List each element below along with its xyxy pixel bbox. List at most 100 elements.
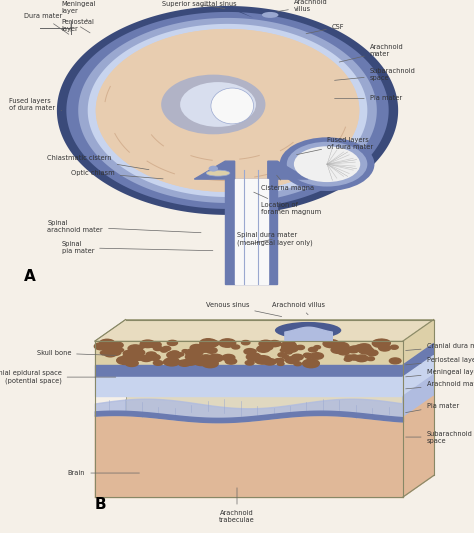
Polygon shape <box>403 375 434 418</box>
Circle shape <box>100 351 109 355</box>
Circle shape <box>283 355 289 358</box>
Text: Subarachnoid
space: Subarachnoid space <box>335 68 416 81</box>
Circle shape <box>364 348 373 353</box>
Circle shape <box>177 353 184 356</box>
Text: Brain: Brain <box>68 470 139 476</box>
Circle shape <box>250 350 256 353</box>
Circle shape <box>358 344 371 350</box>
Circle shape <box>219 339 236 348</box>
Circle shape <box>140 340 155 348</box>
Text: Superior sagittal sinus: Superior sagittal sinus <box>162 2 237 9</box>
Text: Cranial dura mater:: Cranial dura mater: <box>406 343 474 351</box>
Circle shape <box>259 340 273 347</box>
Circle shape <box>178 360 191 366</box>
Circle shape <box>333 343 349 350</box>
Text: Chiastmatic cistern: Chiastmatic cistern <box>47 155 149 169</box>
Circle shape <box>282 344 298 352</box>
Circle shape <box>162 346 171 351</box>
Text: A: A <box>24 269 36 284</box>
Circle shape <box>347 346 359 353</box>
Text: B: B <box>95 497 107 512</box>
Text: Spinal dura mater
(meningeal layer only): Spinal dura mater (meningeal layer only) <box>237 232 313 246</box>
Circle shape <box>182 350 188 353</box>
Text: CSF: CSF <box>306 24 344 34</box>
Circle shape <box>350 355 357 359</box>
Circle shape <box>355 355 368 362</box>
Circle shape <box>379 345 391 351</box>
Circle shape <box>358 346 374 354</box>
Circle shape <box>131 361 137 365</box>
Ellipse shape <box>206 170 230 176</box>
Polygon shape <box>96 29 359 192</box>
Circle shape <box>310 353 323 359</box>
Circle shape <box>161 349 167 352</box>
Circle shape <box>140 356 152 361</box>
Circle shape <box>164 358 180 366</box>
Circle shape <box>110 342 123 349</box>
Circle shape <box>148 354 160 360</box>
Text: Location of
foramen magnum: Location of foramen magnum <box>254 192 321 215</box>
Circle shape <box>390 345 398 349</box>
Circle shape <box>154 346 162 351</box>
Circle shape <box>211 342 219 345</box>
Circle shape <box>193 357 210 366</box>
Circle shape <box>167 351 181 359</box>
Polygon shape <box>88 24 367 197</box>
Circle shape <box>123 351 134 356</box>
Circle shape <box>303 353 311 357</box>
Polygon shape <box>78 18 377 203</box>
Circle shape <box>105 348 118 354</box>
Circle shape <box>332 342 342 347</box>
Text: Spinal
arachnoid mater: Spinal arachnoid mater <box>47 220 201 233</box>
Circle shape <box>248 353 256 357</box>
Circle shape <box>344 357 352 361</box>
Polygon shape <box>57 6 398 215</box>
Circle shape <box>200 338 217 347</box>
Circle shape <box>94 343 108 350</box>
Polygon shape <box>403 343 434 377</box>
Circle shape <box>296 345 304 350</box>
Circle shape <box>138 345 145 348</box>
Text: Periosteal
layer: Periosteal layer <box>62 19 94 33</box>
Circle shape <box>268 341 281 346</box>
Circle shape <box>104 351 116 357</box>
Polygon shape <box>95 377 403 397</box>
Circle shape <box>246 353 261 361</box>
Circle shape <box>149 342 161 348</box>
Circle shape <box>146 352 156 357</box>
Text: Pia mater: Pia mater <box>335 95 402 101</box>
Text: Meningeal
layer: Meningeal layer <box>62 1 96 21</box>
Circle shape <box>203 346 209 349</box>
Polygon shape <box>95 365 403 377</box>
Text: Arachnoid
trabeculae: Arachnoid trabeculae <box>219 488 255 523</box>
Circle shape <box>390 358 401 364</box>
Text: Venous sinus: Venous sinus <box>206 302 282 317</box>
Text: Arachnoid
villus: Arachnoid villus <box>278 0 328 12</box>
Circle shape <box>375 340 390 347</box>
Polygon shape <box>403 397 434 497</box>
Ellipse shape <box>211 88 254 124</box>
Circle shape <box>367 357 374 361</box>
Text: Pia mater: Pia mater <box>406 403 459 413</box>
Text: Fused layers
of dura mater: Fused layers of dura mater <box>297 137 373 155</box>
Polygon shape <box>268 161 308 179</box>
Circle shape <box>184 358 197 365</box>
Circle shape <box>109 350 121 356</box>
Circle shape <box>106 344 116 349</box>
Circle shape <box>164 360 173 365</box>
Circle shape <box>206 359 218 365</box>
Polygon shape <box>403 320 434 365</box>
Circle shape <box>281 341 296 349</box>
Circle shape <box>202 359 218 368</box>
Circle shape <box>130 349 145 356</box>
Polygon shape <box>225 179 277 284</box>
Circle shape <box>208 354 223 362</box>
Circle shape <box>323 340 339 348</box>
Circle shape <box>278 359 284 362</box>
Circle shape <box>199 358 214 365</box>
Circle shape <box>302 359 319 368</box>
Polygon shape <box>126 320 434 475</box>
Circle shape <box>341 344 346 347</box>
Circle shape <box>232 345 240 349</box>
Circle shape <box>305 354 314 358</box>
